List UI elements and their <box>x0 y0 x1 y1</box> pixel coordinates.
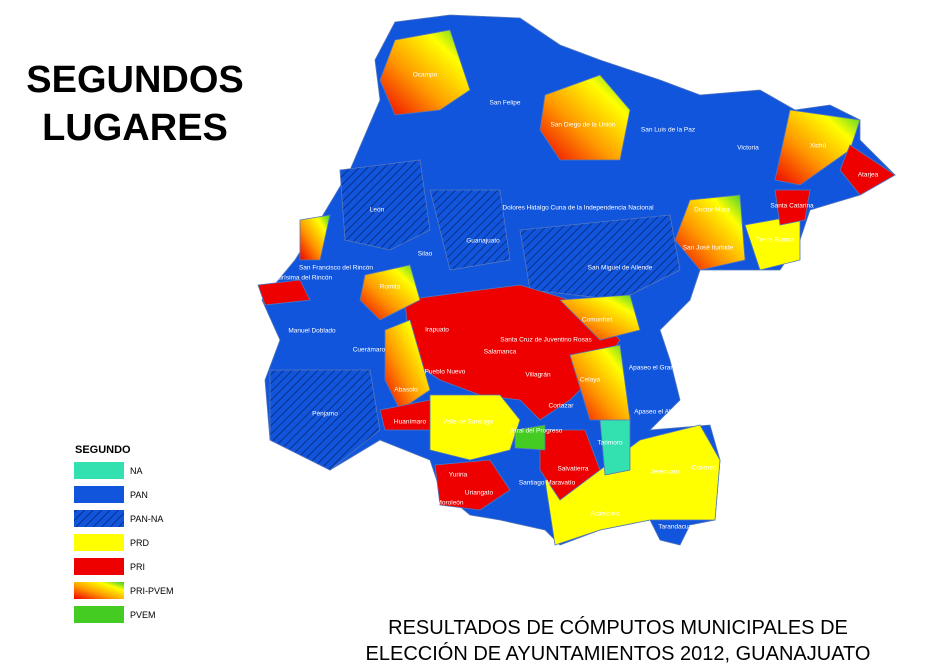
municipality-label: Pueblo Nuevo <box>425 369 466 376</box>
municipality-label: Tarandacuao <box>658 524 696 531</box>
state-map <box>257 14 896 546</box>
municipality-label: Cortazar <box>549 403 575 410</box>
municipality-label: San Luis de la Paz <box>641 127 695 134</box>
legend-swatch <box>74 510 124 527</box>
municipality-label: Cuerámaro <box>353 347 386 354</box>
municipality-label: Doctor Mora <box>694 207 730 214</box>
municipality-label: Ocampo <box>413 72 438 79</box>
legend-label: PVEM <box>130 610 156 620</box>
municipality-label: Atarjea <box>858 172 879 179</box>
municipality-label: Jerécuaro <box>651 469 680 476</box>
caption-line: RESULTADOS DE CÓMPUTOS MUNICIPALES DE <box>388 616 848 639</box>
municipality-label: Moroleón <box>436 500 463 507</box>
municipality-label: San Francisco del Rincón <box>299 265 373 272</box>
municipality-label: Tierra Blanca <box>756 237 795 244</box>
municipality-label: Apaseo el Grande <box>629 365 682 372</box>
municipality-label: San Miguel de Allende <box>588 265 653 272</box>
municipality-label: Huanímaro <box>394 419 427 426</box>
municipality-label: Santa Catarina <box>770 203 814 210</box>
municipality-label: San Felipe <box>489 100 520 107</box>
municipality-label: Dolores Hidalgo Cuna de la Independencia… <box>502 205 654 212</box>
municipality-label: Purísima del Rincón <box>274 275 333 282</box>
municipality-label: Victoria <box>737 145 759 152</box>
legend-label: PAN <box>130 490 148 500</box>
legend-swatch <box>74 606 124 623</box>
municipality-label: San José Iturbide <box>683 245 734 252</box>
municipality-label: Santiago Maravatío <box>519 480 576 487</box>
municipality-label: Yuriria <box>449 472 468 479</box>
municipality-label: Salvatierra <box>557 466 588 473</box>
municipality-label: Abasolo <box>394 387 418 394</box>
caption-line: ELECCIÓN DE AYUNTAMIENTOS 2012, GUANAJUA… <box>366 642 871 665</box>
municipality-label: Tarimoro <box>597 440 623 447</box>
municipality-label: Xichú <box>810 143 827 150</box>
municipality-label: Manuel Doblado <box>288 328 336 335</box>
municipality-label: Acámbaro <box>590 511 620 518</box>
legend-label: PAN-NA <box>130 514 163 524</box>
legend-swatch <box>74 558 124 575</box>
municipality-label: Comonfort <box>582 317 613 324</box>
title-line: LUGARES <box>42 107 228 149</box>
municipality-label: Uriangato <box>465 490 494 497</box>
municipality-label: Silao <box>418 251 433 258</box>
legend-title: SEGUNDO <box>75 444 131 456</box>
municipality-label: Salamanca <box>484 349 517 356</box>
municipality-label: Romita <box>380 284 401 291</box>
municipality-label: Jaral del Progreso <box>510 428 563 435</box>
municipality-label: Irapuato <box>425 327 449 334</box>
municipality-label: San Diego de la Unión <box>550 122 615 129</box>
legend-swatch <box>74 534 124 551</box>
municipality-label: Villagrán <box>525 372 551 379</box>
legend-label: PRI <box>130 562 145 572</box>
municipality-label: Guanajuato <box>466 238 500 245</box>
municipality-label: León <box>370 207 385 214</box>
title-line: SEGUNDOS <box>26 59 243 101</box>
legend-label: PRI-PVEM <box>130 586 174 596</box>
legend-swatch <box>74 462 124 479</box>
municipality-label: Apaseo el Alto <box>634 409 676 416</box>
legend-swatch <box>74 486 124 503</box>
municipality-label: Coroneo <box>692 465 717 472</box>
municipality-label: Santa Cruz de Juventino Rosas <box>500 337 592 344</box>
municipality-label: Celaya <box>580 377 601 384</box>
legend-label: NA <box>130 466 143 476</box>
municipality-label: Pénjamo <box>312 411 338 418</box>
legend-label: PRD <box>130 538 150 548</box>
municipality-label: Valle de Santiago <box>443 419 494 426</box>
legend-swatch <box>74 582 124 599</box>
